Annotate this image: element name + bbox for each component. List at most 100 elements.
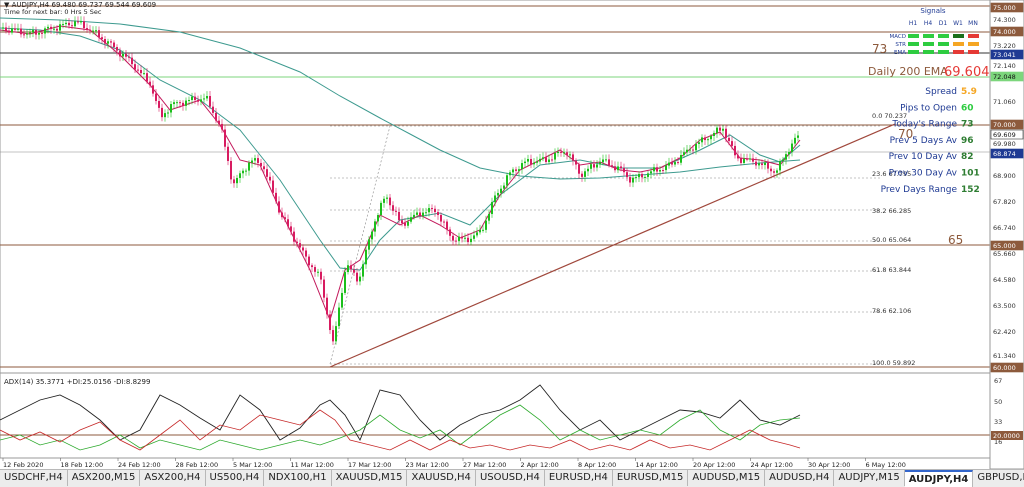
candle-body bbox=[275, 192, 277, 202]
candle-body bbox=[260, 162, 262, 167]
price-tick: 72.140 bbox=[993, 62, 1016, 70]
candle-body bbox=[707, 139, 709, 141]
price-tick: 63.500 bbox=[993, 302, 1016, 310]
candle-body bbox=[617, 166, 619, 171]
symbol-tab[interactable]: AUDJPY,M15 bbox=[834, 470, 905, 486]
candle-body bbox=[740, 158, 742, 163]
candle-body bbox=[632, 177, 634, 183]
candle-body bbox=[296, 241, 298, 244]
candle-body bbox=[743, 158, 745, 163]
price-tick: 68.900 bbox=[993, 172, 1016, 180]
candle-body bbox=[407, 221, 409, 226]
candle-body bbox=[107, 41, 109, 44]
candle-body bbox=[200, 99, 202, 102]
symbol-tab[interactable]: ASX200,H4 bbox=[140, 470, 206, 486]
candle-body bbox=[683, 152, 685, 156]
fib-label: 23.6 67.795 bbox=[872, 170, 911, 178]
info-label: Prev 30 Day Av bbox=[889, 169, 958, 179]
candle-body bbox=[545, 157, 547, 163]
time-tick-label: 14 Apr 12:00 bbox=[636, 461, 678, 469]
candle-body bbox=[308, 256, 310, 266]
candle-body bbox=[392, 205, 394, 211]
candle-body bbox=[416, 212, 418, 215]
candle-body bbox=[521, 163, 523, 170]
signal-label-str: STR bbox=[895, 42, 906, 48]
symbol-tab[interactable]: AUDUSD,H4 bbox=[765, 470, 835, 486]
time-tick-label: 20 Apr 12:00 bbox=[693, 461, 735, 469]
candle-body bbox=[776, 170, 778, 173]
candle-body bbox=[566, 152, 568, 155]
price-highlight-label: 73.041 bbox=[993, 51, 1016, 59]
symbol-tab[interactable]: GBPUSD,M15 bbox=[973, 470, 1024, 486]
fib-label: 100.0 59.892 bbox=[872, 359, 915, 367]
candle-body bbox=[794, 137, 796, 144]
candle-body bbox=[512, 169, 514, 173]
candle-body bbox=[92, 30, 94, 32]
candle-body bbox=[533, 162, 535, 165]
price-axis[interactable]: 74.300 73.220 72.140 71.060 69.980 68.900 67.8… bbox=[989, 0, 1024, 470]
symbol-tab[interactable]: AUDJPY,H4 bbox=[904, 470, 974, 487]
candle-body bbox=[536, 161, 538, 163]
candle-body bbox=[182, 102, 184, 106]
symbol-tab[interactable]: NDX100,H1 bbox=[264, 470, 332, 486]
candle-body bbox=[293, 231, 295, 242]
candle-body bbox=[116, 47, 118, 51]
candle-body bbox=[380, 202, 382, 215]
price-highlight-bg bbox=[990, 240, 1024, 251]
candle-body bbox=[86, 28, 88, 30]
candle-body bbox=[452, 235, 454, 241]
time-tick-label: 12 Feb 2020 bbox=[3, 461, 43, 469]
candle-body bbox=[164, 113, 166, 118]
candle-body bbox=[494, 195, 496, 203]
candle-body bbox=[317, 271, 319, 273]
candle-body bbox=[404, 223, 406, 226]
candle-body bbox=[755, 161, 757, 166]
candle-body bbox=[134, 64, 136, 70]
candle-body bbox=[440, 214, 442, 222]
info-label: Spread bbox=[925, 87, 957, 97]
bar-timer: Time for next bar: 0 Hrs 5 Sec bbox=[3, 8, 102, 16]
price-tick: 69.980 bbox=[993, 140, 1016, 148]
candle-body bbox=[302, 247, 304, 251]
candle-body bbox=[26, 33, 28, 35]
symbol-tab[interactable]: XAUUSD,H4 bbox=[407, 470, 476, 486]
candle-body bbox=[461, 236, 463, 239]
candle-body bbox=[575, 160, 577, 165]
symbol-tab[interactable]: XAUUSD,M15 bbox=[332, 470, 408, 486]
candle-body bbox=[470, 238, 472, 243]
candle-body bbox=[98, 30, 100, 38]
price-highlight-label: 60.000 bbox=[993, 364, 1016, 372]
symbol-tab[interactable]: ASX200,M15 bbox=[68, 470, 141, 486]
price-tick: 64.580 bbox=[993, 276, 1016, 284]
adx-plus-di-line bbox=[0, 404, 801, 451]
candle-body bbox=[623, 168, 625, 173]
symbol-tab[interactable]: USOUSD,H4 bbox=[476, 470, 545, 486]
candle-body bbox=[242, 170, 244, 174]
candle-body bbox=[149, 81, 151, 86]
signal-timeframe-h1: H1 bbox=[909, 20, 918, 27]
candle-body bbox=[233, 179, 235, 184]
symbol-tab[interactable]: EURUSD,M15 bbox=[613, 470, 689, 486]
symbol-tab[interactable]: US500,H4 bbox=[206, 470, 265, 486]
symbol-tab[interactable]: AUDUSD,M15 bbox=[688, 470, 766, 486]
candle-body bbox=[557, 151, 559, 154]
candle-body bbox=[509, 172, 511, 176]
signals-panel: Signals H1 H4 D1 W1 MN MACD STR EMA bbox=[890, 7, 979, 56]
time-tick-label: 6 May 12:00 bbox=[866, 461, 906, 469]
candle-body bbox=[515, 169, 517, 171]
candle-body bbox=[62, 24, 64, 26]
candle-body bbox=[47, 26, 49, 29]
symbol-tab[interactable]: USDCHF,H4 bbox=[0, 470, 68, 486]
candle-body bbox=[71, 25, 73, 27]
candle-body bbox=[422, 212, 424, 217]
candle-body bbox=[155, 93, 157, 101]
candle-body bbox=[122, 53, 124, 57]
symbol-tab[interactable]: EURUSD,H4 bbox=[545, 470, 613, 486]
signal-cell bbox=[968, 50, 979, 54]
trendline[interactable] bbox=[329, 123, 896, 368]
price-highlight-label: 65.000 bbox=[993, 242, 1016, 250]
fib-label: 78.6 62.106 bbox=[872, 307, 911, 315]
candle-body bbox=[350, 265, 352, 270]
candle-body bbox=[80, 21, 82, 23]
